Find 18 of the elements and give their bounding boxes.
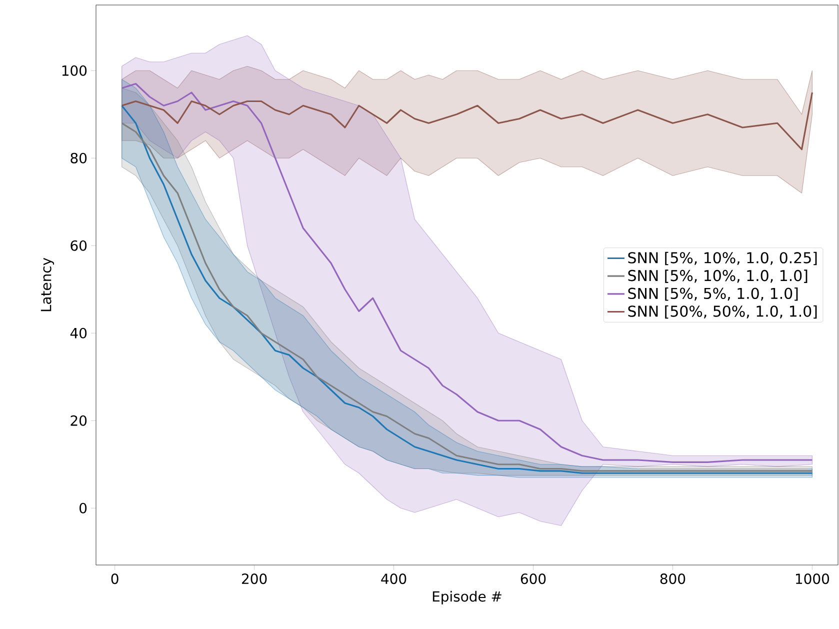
legend-label: SNN [5%, 10%, 1.0, 0.25]	[628, 252, 817, 266]
x-tick-label: 400	[381, 574, 406, 584]
y-tick-label: 40	[70, 328, 87, 338]
y-tick-label: 60	[70, 240, 87, 251]
y-tick-label: 100	[62, 65, 87, 76]
x-tick-label: 200	[242, 574, 267, 584]
legend-label: SNN [5%, 10%, 1.0, 1.0]	[628, 270, 808, 283]
y-tick-label: 0	[80, 502, 87, 514]
legend-label: SNN [5%, 5%, 1.0, 1.0]	[628, 287, 798, 301]
x-tick-label: 1000	[796, 574, 830, 584]
legend-label: SNN [50%, 50%, 1.0, 1.0]	[628, 305, 817, 319]
x-tick-label: 0	[111, 574, 118, 584]
x-axis-title: Episode #	[432, 590, 502, 604]
y-tick-label: 80	[70, 152, 87, 164]
x-tick-label: 600	[520, 574, 546, 584]
y-axis-title: Latency	[40, 258, 54, 312]
y-tick-label: 20	[70, 415, 87, 426]
x-tick-label: 800	[660, 574, 686, 584]
